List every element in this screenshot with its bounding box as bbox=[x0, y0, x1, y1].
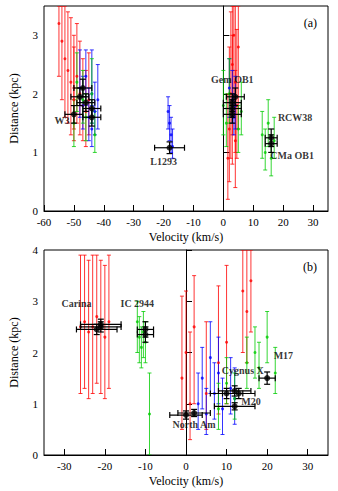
svg-text:2: 2 bbox=[33, 347, 39, 359]
svg-text:L1293: L1293 bbox=[150, 156, 177, 167]
svg-text:1: 1 bbox=[33, 398, 39, 410]
svg-text:30: 30 bbox=[308, 216, 320, 228]
svg-text:-40: -40 bbox=[96, 216, 111, 228]
svg-text:CMa OB1: CMa OB1 bbox=[270, 150, 314, 161]
svg-text:-10: -10 bbox=[138, 460, 153, 472]
svg-text:-30: -30 bbox=[126, 216, 141, 228]
svg-text:RCW38: RCW38 bbox=[278, 112, 312, 123]
svg-text:Velocity (km/s): Velocity (km/s) bbox=[149, 474, 223, 488]
svg-text:4: 4 bbox=[33, 244, 39, 256]
svg-text:Gem OB1: Gem OB1 bbox=[211, 74, 254, 85]
svg-text:-30: -30 bbox=[57, 460, 72, 472]
svg-text:0: 0 bbox=[32, 205, 38, 217]
svg-text:20: 20 bbox=[262, 460, 274, 472]
svg-text:-10: -10 bbox=[186, 216, 201, 228]
svg-text:-50: -50 bbox=[67, 216, 82, 228]
svg-text:-60: -60 bbox=[37, 216, 52, 228]
svg-text:30: 30 bbox=[302, 460, 314, 472]
svg-text:3: 3 bbox=[33, 29, 39, 41]
svg-text:20: 20 bbox=[278, 216, 290, 228]
svg-text:10: 10 bbox=[248, 216, 259, 228]
svg-text:M17: M17 bbox=[274, 350, 293, 361]
svg-text:10: 10 bbox=[221, 460, 233, 472]
svg-text:Cygnus X: Cygnus X bbox=[222, 365, 265, 376]
svg-text:1: 1 bbox=[33, 146, 39, 158]
svg-text:North Am: North Am bbox=[173, 419, 217, 430]
svg-text:-20: -20 bbox=[98, 460, 113, 472]
svg-text:Distance (kpc): Distance (kpc) bbox=[7, 317, 21, 387]
svg-text:(b): (b) bbox=[303, 260, 317, 274]
svg-text:Distance (kpc): Distance (kpc) bbox=[7, 73, 21, 143]
svg-text:0: 0 bbox=[183, 460, 189, 472]
svg-text:W3: W3 bbox=[54, 115, 69, 126]
svg-text:0: 0 bbox=[221, 216, 227, 228]
svg-text:Velocity (km/s): Velocity (km/s) bbox=[149, 230, 223, 244]
svg-text:Carina: Carina bbox=[61, 298, 91, 309]
svg-text:2: 2 bbox=[33, 88, 39, 100]
svg-text:0: 0 bbox=[33, 449, 39, 461]
svg-text:(a): (a) bbox=[304, 16, 317, 30]
svg-text:3: 3 bbox=[33, 295, 39, 307]
svg-text:IC 2944: IC 2944 bbox=[121, 298, 155, 309]
svg-text:-20: -20 bbox=[156, 216, 171, 228]
svg-text:M20: M20 bbox=[241, 396, 260, 407]
